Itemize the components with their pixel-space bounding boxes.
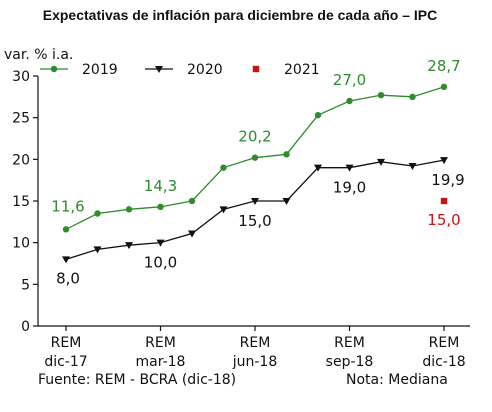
- data-point: [409, 93, 416, 101]
- data-point: [377, 91, 385, 99]
- data-label: 11,6: [51, 197, 84, 215]
- data-label: 19,9: [431, 171, 464, 189]
- data-point: [220, 164, 227, 171]
- data-label: 15,0: [427, 211, 460, 229]
- data-point: [251, 198, 259, 205]
- x-tick-label: REM: [334, 335, 365, 351]
- x-tick-label: REM: [240, 335, 271, 351]
- data-point: [440, 157, 448, 165]
- data-label: 14,3: [144, 177, 177, 195]
- data-point: [282, 198, 291, 205]
- data-point: [314, 111, 322, 119]
- data-point: [188, 197, 196, 205]
- data-point: [188, 230, 196, 238]
- data-point: [50, 65, 58, 73]
- data-label: 28,7: [427, 57, 460, 75]
- data-point: [155, 66, 163, 73]
- data-point: [62, 226, 70, 233]
- legend-label: 2019: [82, 62, 118, 78]
- chart-title: Expectativas de inflación para diciembre…: [43, 7, 437, 23]
- x-tick-label: dic-18: [422, 354, 465, 370]
- x-tick-label: REM: [429, 335, 460, 351]
- y-tick-label: 25: [12, 111, 30, 127]
- y-tick-label: 20: [12, 152, 30, 168]
- y-tick-label: 5: [21, 277, 30, 293]
- series-2021: [440, 197, 448, 205]
- x-tick-label: REM: [51, 335, 82, 351]
- data-point: [93, 246, 102, 254]
- y-tick-label: 0: [21, 319, 30, 335]
- data-point: [252, 65, 260, 73]
- x-tick-label: REM: [145, 335, 176, 351]
- data-point: [377, 158, 385, 166]
- y-tick-label: 30: [12, 69, 30, 85]
- data-point: [157, 203, 164, 211]
- y-axis-unit-label: var. % i.a.: [4, 47, 73, 63]
- series-group: [62, 83, 448, 264]
- data-label: 8,0: [56, 269, 80, 287]
- data-label: 27,0: [333, 71, 366, 89]
- x-tick-label: jun-18: [232, 354, 278, 370]
- data-point: [440, 197, 448, 205]
- data-label: 20,2: [238, 128, 271, 146]
- data-point: [314, 164, 322, 172]
- data-point: [156, 239, 165, 247]
- data-label: 15,0: [238, 212, 271, 230]
- data-point: [408, 163, 417, 170]
- legend-item-2019: 2019: [40, 62, 118, 78]
- data-point: [251, 154, 259, 161]
- x-tick-label: mar-18: [136, 354, 186, 370]
- data-point: [440, 83, 448, 91]
- data-label: 10,0: [144, 254, 177, 272]
- data-point: [346, 97, 353, 105]
- x-tick-label: dic-17: [44, 354, 87, 370]
- series-2019: [62, 83, 448, 233]
- data-point: [125, 206, 133, 213]
- data-point: [94, 210, 101, 217]
- x-tick-label: sep-18: [326, 354, 374, 370]
- data-point: [283, 151, 290, 158]
- data-labels: 11,6 14,3 20,2 27,0 28,7 8,0 10,0 15,0 19,0 19,9 1…: [51, 57, 464, 288]
- series-2020: [62, 157, 448, 264]
- footer-source: Fuente: REM - BCRA (dic-18): [38, 372, 236, 388]
- y-axis-ticks: 0 5 10 15 20 25 30: [12, 69, 38, 335]
- y-tick-label: 15: [12, 194, 30, 210]
- data-point: [219, 206, 228, 214]
- x-axis-ticks: REM dic-17 REM mar-18 REM jun-18 REM sep-18 REM d…: [44, 326, 466, 370]
- legend: 2019 2020 2021: [40, 62, 320, 78]
- data-point: [125, 242, 133, 250]
- footer-note: Nota: Mediana: [346, 372, 448, 388]
- y-tick-label: 10: [12, 236, 30, 252]
- data-point: [345, 164, 354, 172]
- data-label: 19,0: [333, 179, 366, 197]
- legend-item-2020: 2020: [145, 62, 223, 78]
- data-point: [62, 256, 70, 264]
- legend-label: 2020: [187, 62, 223, 78]
- legend-label: 2021: [284, 62, 320, 78]
- legend-item-2021: 2021: [252, 62, 320, 78]
